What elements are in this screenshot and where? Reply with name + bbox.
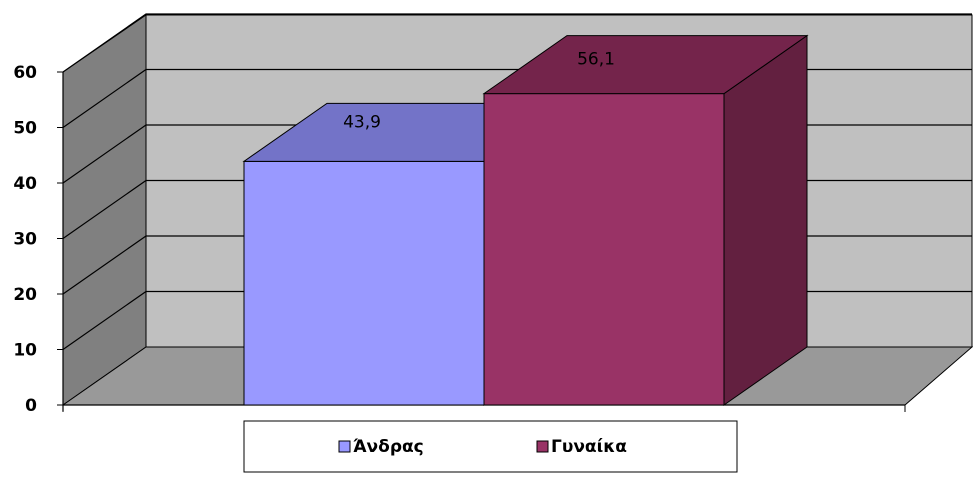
- legend-swatch: [536, 440, 549, 453]
- y-tick-label: 30: [13, 230, 37, 250]
- data-label: 43,9: [343, 112, 381, 132]
- y-tick-label: 40: [13, 174, 37, 194]
- bar-side: [723, 34, 808, 406]
- y-tick-label: 0: [25, 396, 37, 416]
- y-tick-label: 10: [13, 341, 37, 361]
- legend[interactable]: Άνδρας Γυναίκα: [243, 420, 738, 473]
- y-axis: 0 10 20 30 40 50 60: [13, 63, 906, 416]
- legend-box: [243, 420, 738, 473]
- y-tick-label: 50: [13, 119, 37, 139]
- legend-label: Άνδρας: [353, 437, 424, 457]
- bar-front: [243, 160, 485, 406]
- bar-front: [483, 93, 725, 406]
- legend-label: Γυναίκα: [551, 437, 627, 457]
- y-tick-label: 20: [13, 285, 37, 305]
- gridline: [62, 13, 972, 73]
- data-labels: 43,9 56,1: [343, 50, 615, 133]
- legend-swatch: [338, 440, 351, 453]
- bar-top: [482, 35, 809, 95]
- data-label: 56,1: [577, 50, 615, 70]
- y-tick-label: 60: [13, 63, 37, 83]
- bars: [242, 34, 809, 406]
